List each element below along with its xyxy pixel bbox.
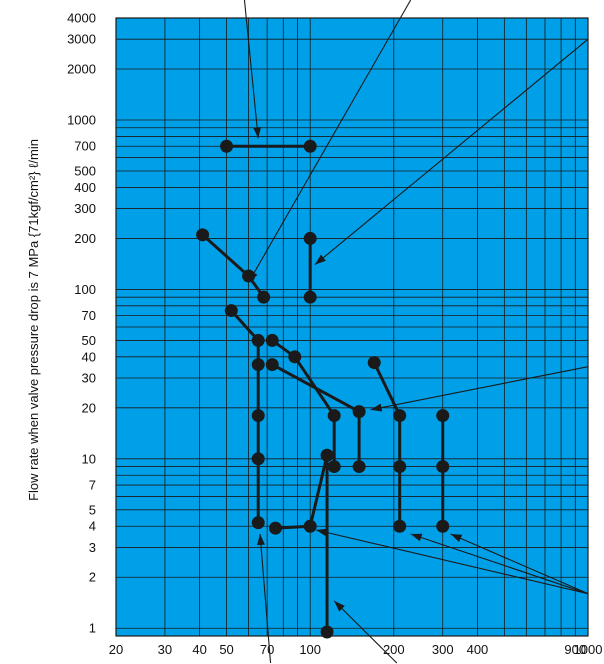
data-point [224,304,238,318]
y-tick-label: 500 [74,163,96,178]
arrow-line [410,533,589,595]
arrow-line [333,600,398,664]
data-point [436,460,450,474]
y-tick-label: 300 [74,201,96,216]
y-tick-label: 200 [74,231,96,246]
arrow-head [248,270,258,283]
y-tick-label: 1000 [67,112,96,127]
data-point [393,409,407,423]
series-line [275,453,329,633]
arrow-line [248,0,412,283]
data-point [320,625,334,639]
data-point [352,460,366,474]
x-tick-label: 50 [219,642,233,657]
arrow-line [450,533,589,595]
x-tick-label: 40 [192,642,206,657]
callout-arrows [243,0,589,664]
data-point [303,139,317,153]
y-tick-label: 40 [82,349,96,364]
x-tick-label: 30 [158,642,172,657]
data-point [251,358,265,372]
arrow-head [334,600,345,612]
data-point [327,460,341,474]
x-tick-label: 300 [432,642,454,657]
data-point [352,405,366,419]
data-point [220,139,234,153]
arrow-head [253,126,262,139]
data-point [303,231,317,245]
series-line [372,361,402,527]
arrow-head [256,534,265,546]
arrow-head [370,403,383,412]
y-tick-label: 50 [82,333,96,348]
arrow-line [259,533,272,664]
data-point [251,333,265,347]
data-point [196,228,210,242]
arrow-head [410,533,423,542]
y-tick-label: 7 [89,478,96,493]
y-tick-label: 20 [82,400,96,415]
y-axis-label: Flow rate when valve pressure drop is 7 … [26,139,41,501]
y-tick-label: 2000 [67,61,96,76]
data-point [251,409,265,423]
x-tick-label: 20 [109,642,123,657]
data-point [257,290,271,304]
arrow-head [450,534,463,543]
y-tick-label: 3 [89,540,96,555]
y-tick-label: 30 [82,370,96,385]
y-tick-label: 5 [89,502,96,517]
y-tick-label: 4000 [67,11,96,26]
data-point [327,409,341,423]
y-tick-label: 400 [74,180,96,195]
y-tick-label: 10 [82,451,96,466]
arrow-line [315,529,589,595]
data-point [303,519,317,533]
x-tick-label: 200 [383,642,405,657]
data-point [288,350,302,364]
x-tick-label: 900 [564,642,586,657]
data-point [367,356,381,370]
data-point [251,516,265,530]
data-series [196,139,450,639]
data-point [265,358,279,372]
series-line [230,309,260,523]
grid-lines [116,17,588,636]
y-tick-label: 3000 [67,32,96,47]
x-tick-label: 1000 [574,642,603,657]
y-tick-label: 2 [89,570,96,585]
data-point [320,448,334,462]
data-point [436,519,450,533]
data-point [268,521,282,535]
data-point [303,290,317,304]
y-tick-label: 1 [89,621,96,636]
arrow-head [314,254,326,265]
arrow-line [314,38,589,266]
y-tick-label: 70 [82,308,96,323]
data-point [265,333,279,347]
arrow-line [370,366,589,411]
x-tick-label: 70 [260,642,274,657]
y-tick-label: 100 [74,282,96,297]
data-point [393,460,407,474]
x-tick-label: 100 [299,642,321,657]
arrow-line [243,0,259,139]
data-point [393,519,407,533]
x-tick-label: 400 [467,642,489,657]
data-point [251,452,265,466]
y-tick-label: 700 [74,139,96,154]
y-tick-label: 4 [89,519,96,534]
data-point [436,409,450,423]
arrow-head [316,528,328,537]
